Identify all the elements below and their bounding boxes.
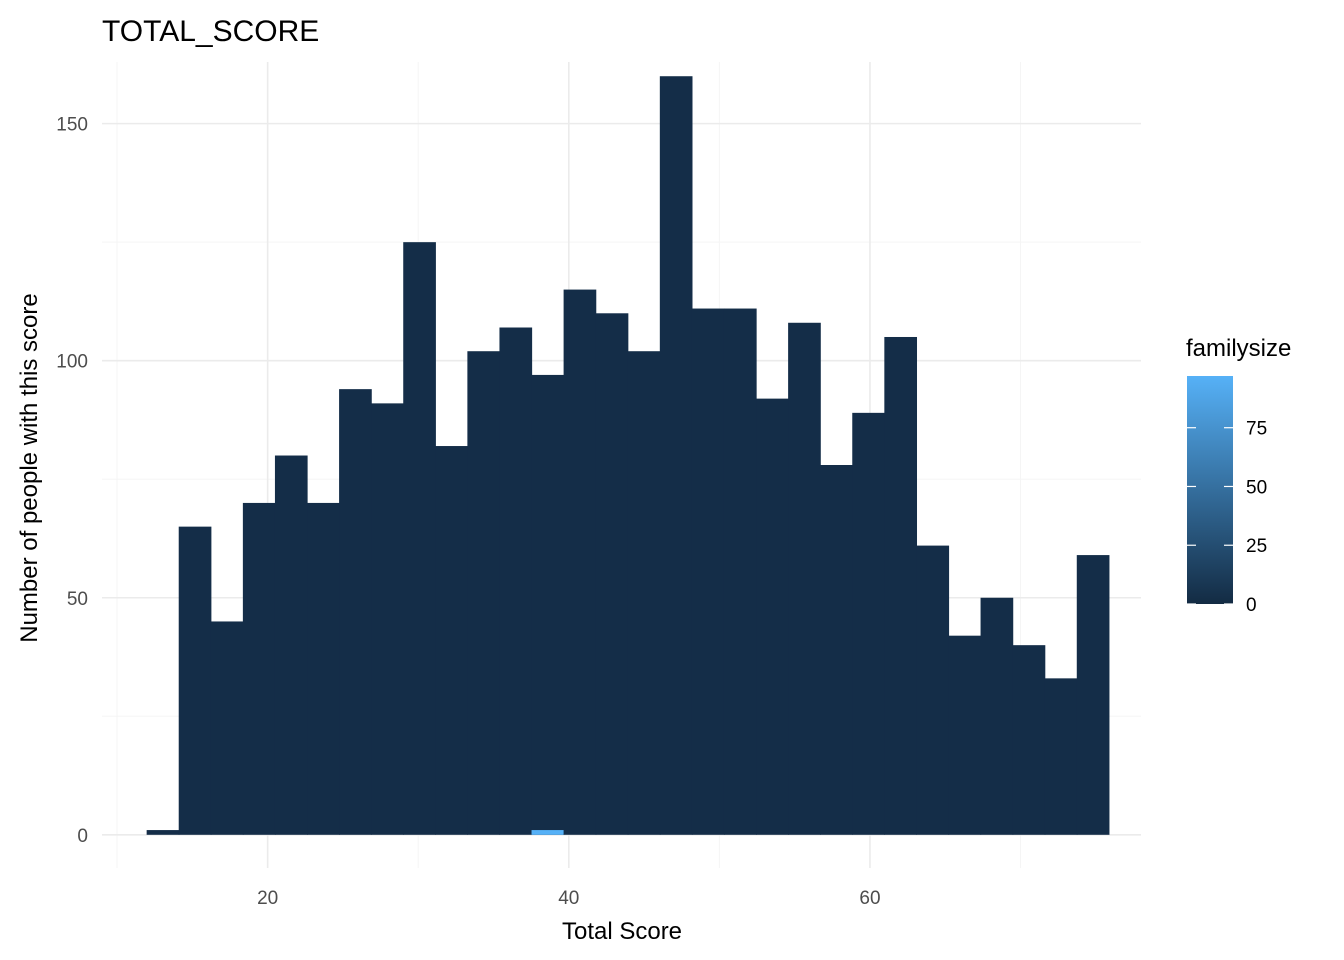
histogram-bar — [1044, 678, 1078, 835]
histogram-bar — [499, 327, 533, 835]
histogram-bar — [403, 242, 436, 835]
histogram-bar — [852, 412, 885, 835]
y-tick-label: 50 — [67, 589, 88, 610]
histogram-bar — [627, 351, 661, 835]
histogram-bar — [788, 322, 821, 835]
histogram-bar-highlight — [531, 830, 564, 835]
x-tick-label: 40 — [558, 888, 579, 909]
legend-tick-label: 25 — [1246, 536, 1267, 557]
histogram-bar — [210, 621, 244, 835]
histogram-bar — [178, 526, 212, 835]
histogram-bar — [563, 289, 597, 835]
legend: familysize 0 25 50 75 — [1186, 335, 1291, 616]
legend-tick-label: 50 — [1246, 477, 1267, 498]
legend-tick-label: 75 — [1246, 419, 1267, 440]
histogram-bar — [723, 308, 757, 835]
y-tick-label: 0 — [77, 826, 88, 847]
legend-colorbar — [1187, 376, 1233, 604]
histogram-bar — [371, 403, 404, 835]
legend-ticks: 0 25 50 75 — [1187, 419, 1267, 616]
histogram-bar — [307, 502, 340, 835]
histogram-bar — [948, 635, 982, 835]
histogram-bar — [467, 351, 501, 835]
histogram-bar — [884, 336, 918, 835]
histogram-bar — [691, 308, 725, 835]
histogram-bar — [756, 398, 789, 835]
x-tick-label: 60 — [859, 888, 880, 909]
histogram-bar — [659, 76, 693, 835]
histogram-bar — [820, 465, 853, 835]
histogram-bar — [146, 830, 180, 835]
y-axis-tick-labels: 0 50 100 150 — [56, 115, 88, 847]
legend-title: familysize — [1186, 335, 1291, 362]
x-tick-label: 20 — [257, 888, 278, 909]
histogram-bar — [595, 313, 629, 835]
histogram-bar — [339, 389, 372, 835]
y-tick-label: 150 — [56, 115, 88, 136]
histogram-bar — [531, 374, 565, 835]
x-axis-title: Total Score — [562, 918, 682, 945]
legend-tick-label: 0 — [1246, 595, 1257, 616]
histogram-bar — [916, 545, 950, 835]
y-axis-title: Number of people with this score — [16, 293, 43, 643]
y-tick-label: 100 — [56, 352, 88, 373]
histogram-bar — [242, 502, 276, 835]
histogram-bar — [980, 597, 1014, 835]
histogram-bars — [146, 76, 1110, 835]
histogram-bar — [1012, 645, 1046, 835]
histogram-bar — [435, 446, 468, 835]
x-axis-tick-labels: 20 40 60 — [257, 888, 880, 909]
chart-title: TOTAL_SCORE — [102, 15, 319, 48]
histogram-bar — [274, 455, 308, 835]
histogram-bar — [1076, 555, 1110, 835]
